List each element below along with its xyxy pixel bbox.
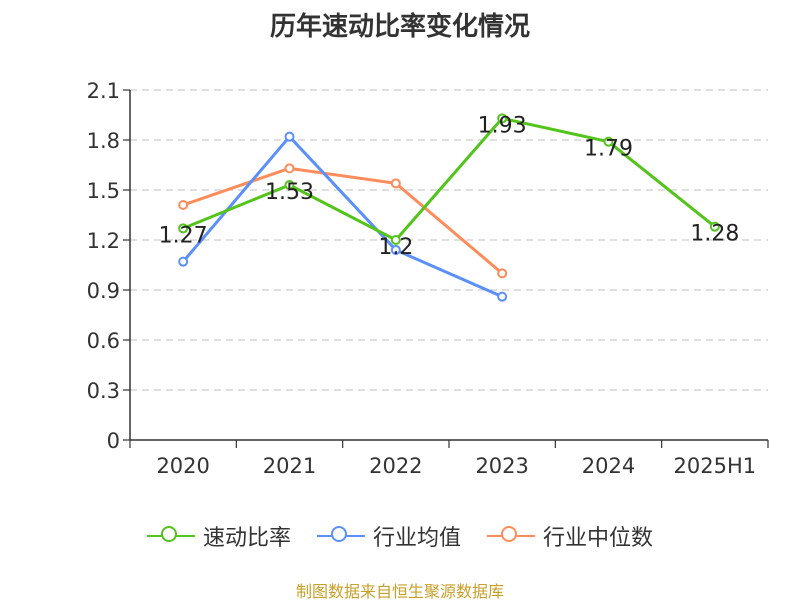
series-line (182, 166, 504, 275)
data-point (497, 113, 508, 124)
data-point (284, 163, 295, 174)
legend-label: 行业中位数 (543, 526, 654, 551)
data-label: 1.93 (478, 113, 527, 138)
data-label: 1.79 (584, 137, 633, 162)
series-line (182, 135, 503, 299)
y-tick-label: 0.3 (87, 379, 120, 403)
data-point (390, 245, 401, 255)
y-tick-label: 0.6 (87, 329, 120, 353)
legend-item: 行业中位数 (487, 520, 653, 552)
data-label: 1.53 (265, 180, 314, 205)
data-point (603, 136, 614, 147)
data-point (390, 235, 401, 245)
legend-marker-icon (316, 524, 365, 548)
chart-legend: 速动比率 行业均值 行业中位数 (0, 520, 800, 552)
y-tick-label: 0 (107, 429, 120, 453)
data-point (284, 180, 295, 190)
data-point (178, 256, 189, 267)
data-label: 1.28 (690, 222, 739, 247)
y-tick-label: 1.8 (87, 129, 120, 153)
x-tick-label: 2020 (156, 454, 209, 478)
y-tick-label: 2.1 (87, 79, 120, 103)
y-tick-label: 0.9 (87, 279, 120, 303)
x-tick-label: 2023 (475, 454, 528, 478)
legend-marker-icon (146, 524, 195, 548)
x-tick-label: 2025H1 (674, 454, 757, 478)
data-point (178, 223, 189, 234)
data-point (709, 221, 720, 232)
legend-marker-icon (487, 524, 535, 548)
data-point (497, 268, 508, 279)
legend-label: 速动比率 (202, 526, 291, 551)
legend-item: 行业均值 (316, 520, 461, 552)
data-point (497, 291, 508, 302)
y-tick-label: 1.2 (87, 229, 120, 253)
legend-item: 速动比率 (146, 520, 291, 552)
legend-label: 行业均值 (372, 526, 461, 551)
data-label: 1.27 (159, 223, 208, 248)
y-tick-label: 1.5 (87, 179, 120, 203)
data-point (390, 178, 401, 189)
data-source-note: 制图数据来自恒生聚源数据库 (295, 582, 504, 601)
x-tick-label: 2024 (582, 454, 635, 478)
data-label: 1.2 (378, 235, 413, 260)
data-point (178, 200, 189, 210)
data-point (284, 131, 295, 142)
series-line (182, 116, 716, 242)
chart-title: 历年速动比率变化情况 (269, 12, 530, 42)
x-tick-label: 2021 (263, 454, 316, 478)
x-tick-label: 2022 (369, 454, 422, 478)
